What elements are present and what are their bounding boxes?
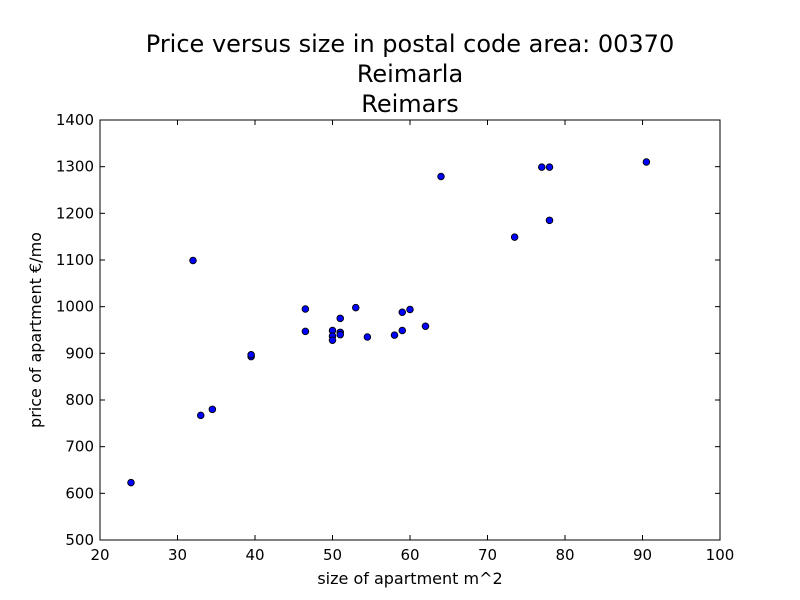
x-axis-ticks: 20 30 40 50 60 70 80 90 100 bbox=[90, 120, 734, 564]
data-point bbox=[390, 331, 399, 339]
data-point bbox=[301, 327, 310, 336]
data-point bbox=[352, 303, 360, 312]
y-tick-label: 600 bbox=[65, 484, 94, 502]
y-tick-label: 900 bbox=[65, 344, 94, 362]
chart-title: Price versus size in postal code area: 0… bbox=[146, 30, 674, 118]
x-tick-label: 70 bbox=[478, 546, 497, 564]
data-point bbox=[437, 172, 445, 181]
data-point bbox=[545, 216, 554, 225]
data-point bbox=[538, 163, 546, 171]
plot-frame bbox=[99, 119, 721, 541]
x-tick-label: 100 bbox=[706, 546, 735, 564]
data-point bbox=[328, 336, 337, 345]
chart-title-line: Price versus size in postal code area: 0… bbox=[146, 30, 674, 58]
y-tick-label: 1300 bbox=[56, 158, 94, 176]
chart-title-line: Reimarla bbox=[357, 60, 463, 88]
x-tick-label: 80 bbox=[555, 546, 574, 564]
y-axis-label: price of apartment €/mo bbox=[26, 232, 45, 428]
y-tick-label: 1200 bbox=[56, 204, 94, 222]
x-tick-label: 50 bbox=[323, 546, 342, 564]
y-tick-label: 500 bbox=[65, 531, 94, 549]
data-point bbox=[336, 330, 345, 339]
x-tick-label: 30 bbox=[168, 546, 187, 564]
data-point bbox=[301, 305, 310, 313]
y-axis-ticks: 500 600 700 800 900 1000 1100 1200 1300 1400 bbox=[56, 111, 720, 549]
data-point bbox=[398, 308, 407, 317]
y-tick-label: 700 bbox=[65, 438, 94, 456]
data-point bbox=[406, 305, 414, 314]
data-point bbox=[196, 411, 205, 420]
data-point bbox=[398, 326, 407, 335]
data-points bbox=[127, 158, 651, 487]
y-tick-label: 1000 bbox=[56, 298, 94, 316]
data-point bbox=[421, 322, 430, 331]
x-tick-label: 60 bbox=[400, 546, 419, 564]
x-tick-label: 90 bbox=[633, 546, 652, 564]
data-point bbox=[510, 233, 519, 241]
data-point bbox=[189, 256, 197, 265]
y-tick-label: 1400 bbox=[56, 111, 94, 129]
data-point bbox=[545, 163, 554, 171]
chart-title-line: Reimars bbox=[361, 90, 459, 118]
data-point bbox=[208, 405, 217, 414]
x-tick-label: 20 bbox=[90, 546, 109, 564]
data-point bbox=[642, 158, 651, 166]
x-tick-label: 40 bbox=[245, 546, 264, 564]
data-point bbox=[127, 478, 135, 487]
y-tick-label: 1100 bbox=[56, 251, 94, 269]
data-point bbox=[247, 350, 255, 359]
y-tick-label: 800 bbox=[65, 391, 94, 409]
x-axis-label: size of apartment m^2 bbox=[317, 569, 502, 588]
data-point bbox=[363, 333, 372, 341]
data-point bbox=[336, 314, 345, 323]
